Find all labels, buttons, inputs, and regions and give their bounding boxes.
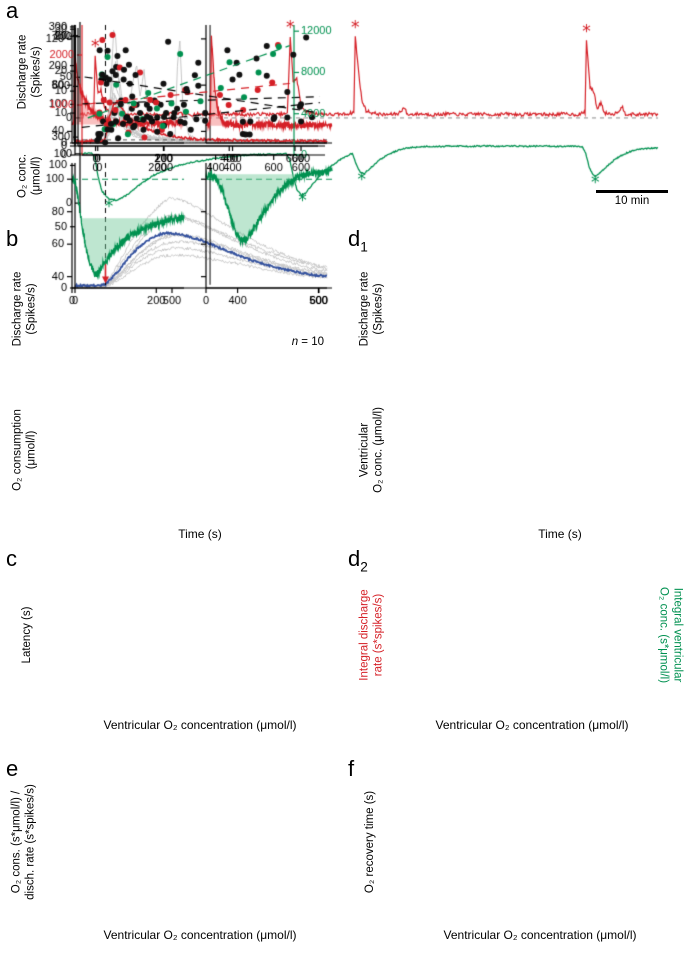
d1-top-ylabel: Discharge rate (Spikes/s) bbox=[358, 271, 385, 347]
d1-bottom-ylabel: Ventricular O₂ conc. (μmol/l) bbox=[358, 407, 385, 493]
scalebar-label: 10 min bbox=[614, 195, 650, 207]
d2-right-ylabel: Integral ventricular O₂ conc. (s*μmol/l) bbox=[657, 586, 684, 684]
e-ylabel: O₂ cons. (s*μmol/l) / disch. rate (s*spi… bbox=[10, 784, 37, 900]
b-bottom-ylabel: O₂ consumption (μmol/l) bbox=[11, 409, 38, 491]
b-xlabel: Time (s) bbox=[178, 527, 222, 541]
f-ylabel: O₂ recovery time (s) bbox=[363, 790, 376, 894]
panel-label-f: f bbox=[348, 756, 355, 781]
d2-left-ylabel: Integral discharge rate (s*spikes/s) bbox=[358, 589, 385, 681]
d1-xlabel: Time (s) bbox=[538, 527, 582, 541]
e-xlabel: Ventricular O₂ concentration (μmol/l) bbox=[103, 928, 297, 942]
panel-label-d2: d2 bbox=[348, 546, 368, 575]
c-xlabel: Ventricular O₂ concentration (μmol/l) bbox=[103, 718, 297, 732]
d2-xlabel: Ventricular O₂ concentration (μmol/l) bbox=[435, 718, 629, 732]
c-ylabel: Latency (s) bbox=[20, 606, 33, 664]
f-xlabel: Ventricular O₂ concentration (μmol/l) bbox=[443, 928, 637, 942]
b-n-label: n = 10 bbox=[291, 336, 324, 348]
panel-label-d1: d1 bbox=[348, 226, 368, 255]
scalebar-line bbox=[596, 190, 668, 193]
panel-label-b: b bbox=[6, 226, 19, 251]
panel-label-e: e bbox=[6, 756, 19, 781]
panel-f-canvas bbox=[0, 0, 340, 205]
b-top-ylabel: Discharge rate (Spikes/s) bbox=[11, 271, 38, 347]
panel-label-c: c bbox=[6, 546, 17, 571]
panel-label-a: a bbox=[6, 0, 19, 23]
a-bottom-ylabel: O₂ conc. (μmol/l) bbox=[16, 153, 43, 199]
a-top-ylabel: Discharge rate (Spikes/s) bbox=[16, 34, 43, 110]
